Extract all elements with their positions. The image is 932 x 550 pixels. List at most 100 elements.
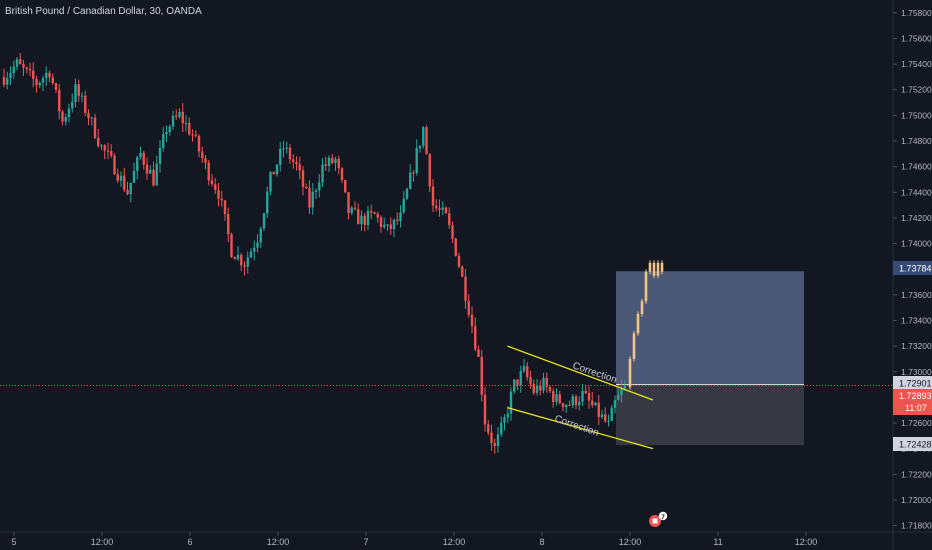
x-tick-label: 7 <box>363 537 368 547</box>
candle <box>529 370 532 389</box>
channel-lower-line[interactable] <box>507 407 654 450</box>
candle <box>503 414 506 431</box>
candle <box>493 438 496 454</box>
candle <box>353 201 357 211</box>
candle <box>431 179 435 213</box>
candle <box>249 247 253 259</box>
channel-upper-line[interactable] <box>507 345 654 401</box>
candle <box>90 116 93 126</box>
candle <box>282 140 285 158</box>
candle <box>12 60 15 79</box>
candle <box>158 140 162 173</box>
candle <box>149 165 152 174</box>
candle <box>383 217 386 230</box>
candle <box>392 218 396 238</box>
candle <box>389 217 392 235</box>
y-tick-label: 1.72600 <box>901 418 932 428</box>
candle <box>600 409 604 420</box>
candle <box>136 155 139 180</box>
entry-price-tag: 1.72901 <box>893 376 932 390</box>
candle <box>64 113 67 126</box>
candle <box>321 158 324 188</box>
candle <box>197 134 201 158</box>
candle <box>357 203 360 225</box>
x-axis[interactable]: 5 12:00 6 12:00 7 12:00 8 12:00 11 12:00 <box>0 531 932 547</box>
candle <box>396 212 399 225</box>
candle <box>93 113 97 140</box>
candle <box>84 90 87 116</box>
y-axis[interactable]: 1.75800 1.75600 1.75400 1.75200 1.75000 1.748… <box>892 0 932 550</box>
candle <box>178 108 181 119</box>
candle <box>165 125 168 142</box>
candle <box>308 180 311 214</box>
x-tick-label: 12:00 <box>443 537 466 547</box>
candle <box>145 157 149 180</box>
candle <box>451 221 454 244</box>
x-axis-ticks: 5 12:00 6 12:00 7 12:00 8 12:00 11 12:00 <box>11 532 817 547</box>
candle <box>607 414 610 427</box>
candle <box>61 109 64 126</box>
candle <box>6 71 9 90</box>
candle <box>295 156 298 171</box>
candle <box>526 362 529 381</box>
stop-zone[interactable] <box>616 384 804 446</box>
candle <box>191 129 194 142</box>
candle <box>207 160 210 186</box>
candle <box>279 141 282 172</box>
candle <box>610 405 613 422</box>
candle <box>548 385 552 394</box>
events-badge[interactable]: 7 <box>649 511 668 527</box>
candle <box>230 232 233 258</box>
candle <box>54 82 58 94</box>
candle <box>363 212 366 232</box>
y-tick-label: 1.74000 <box>901 239 932 249</box>
candle <box>509 387 513 421</box>
candle <box>604 407 607 423</box>
candle <box>555 388 558 406</box>
candle <box>25 66 28 74</box>
candle <box>288 143 292 164</box>
y-tick-label: 1.75800 <box>901 8 932 18</box>
x-tick-label: 12:00 <box>795 537 818 547</box>
candle <box>441 201 444 216</box>
target-zone[interactable] <box>616 271 804 385</box>
candle <box>574 394 578 410</box>
candle <box>373 211 376 215</box>
candle <box>210 173 214 187</box>
candle <box>350 206 353 216</box>
candle <box>48 70 51 83</box>
x-tick-label: 5 <box>11 537 16 547</box>
candle <box>415 139 418 176</box>
y-tick-label: 1.73000 <box>901 367 932 377</box>
candle <box>41 75 45 92</box>
candle <box>591 391 594 408</box>
projected-candle <box>640 298 644 317</box>
candle <box>487 420 490 436</box>
events-count-label: 7 <box>661 514 665 521</box>
candle <box>435 199 438 212</box>
candle <box>243 261 246 276</box>
candle <box>100 144 103 151</box>
candle <box>22 59 25 76</box>
candle <box>620 379 623 403</box>
candle <box>236 246 240 261</box>
y-tick-label: 1.73600 <box>901 290 932 300</box>
x-tick-label: 11 <box>713 537 722 547</box>
y-tick-label: 1.74800 <box>901 136 932 146</box>
candle <box>168 124 171 136</box>
y-tick-label: 1.74400 <box>901 187 932 197</box>
candle <box>175 109 178 120</box>
candle <box>522 358 526 374</box>
candle <box>461 265 464 278</box>
candle <box>162 127 165 152</box>
last-price-label: 1.72893 <box>899 391 932 401</box>
candle <box>87 109 90 126</box>
candle <box>204 155 207 170</box>
candle <box>38 81 41 88</box>
candle <box>126 181 129 196</box>
bar-countdown-label: 11:07 <box>905 403 927 413</box>
candle <box>259 226 262 248</box>
candle <box>74 78 77 108</box>
candle <box>266 186 269 218</box>
